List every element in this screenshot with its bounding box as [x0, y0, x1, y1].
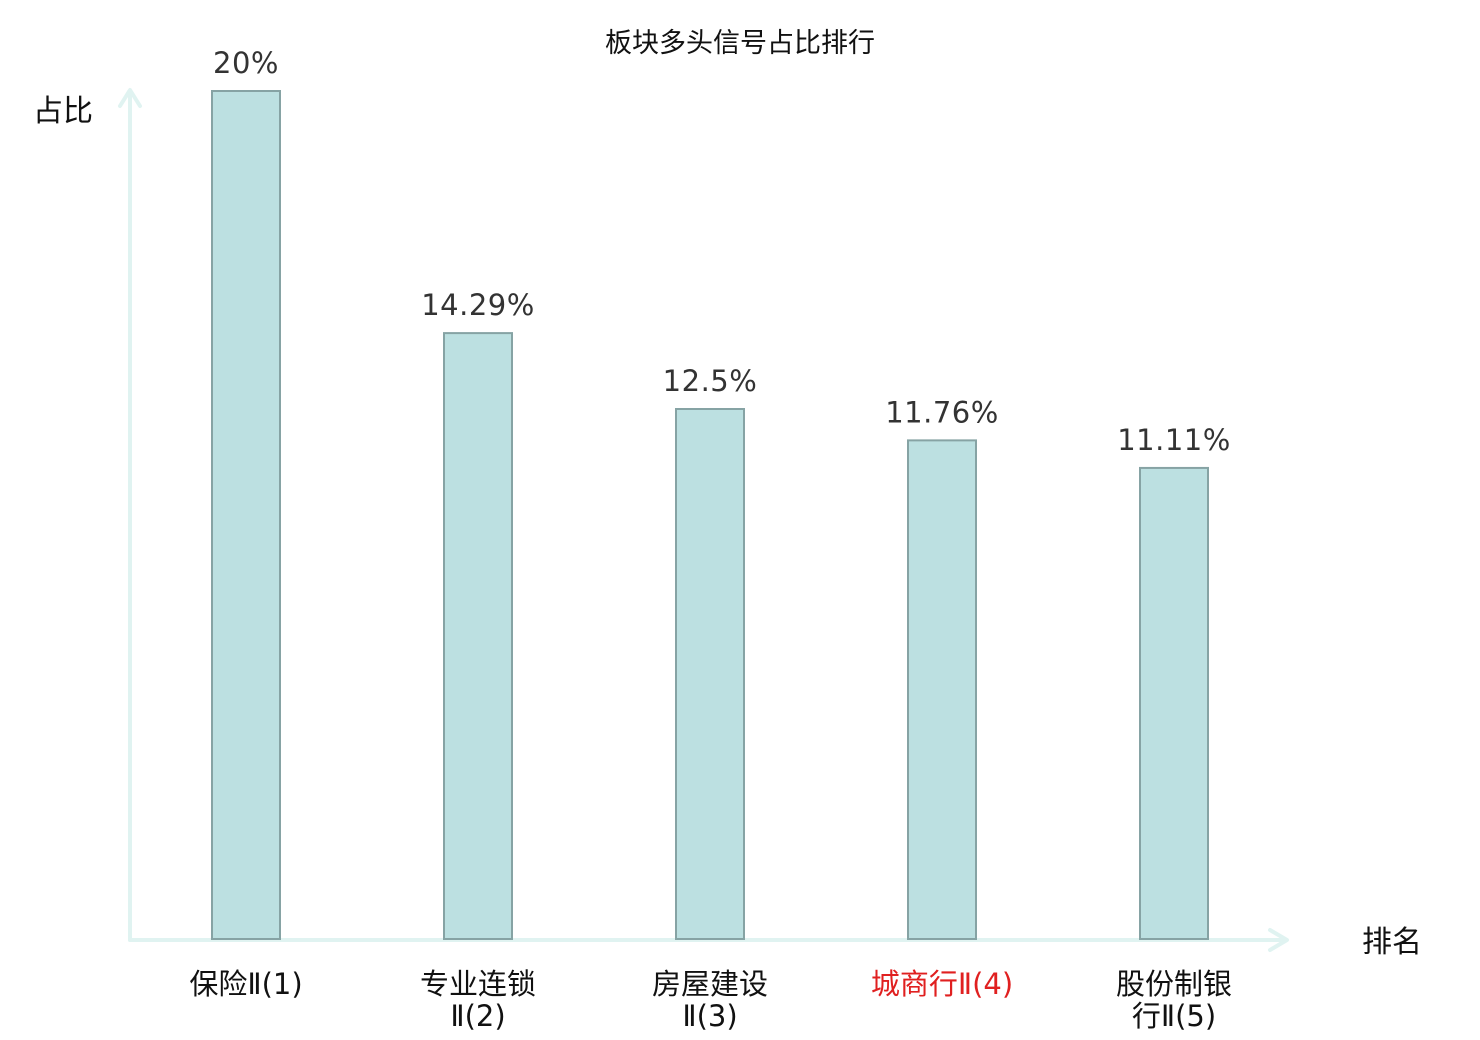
category-label-2-line-1: 专业连锁	[420, 967, 536, 1001]
value-label-5: 11.11%	[1117, 423, 1231, 457]
bar-series	[211, 90, 1209, 940]
bar-2	[443, 332, 513, 940]
value-label-2: 14.29%	[421, 288, 535, 322]
value-label-3: 12.5%	[663, 364, 758, 398]
value-label-4: 11.76%	[885, 395, 999, 429]
category-label-3-line-1: 房屋建设	[652, 967, 768, 1001]
category-label-3-line-2: Ⅱ(3)	[682, 999, 737, 1033]
category-label-1: 保险Ⅱ(1)	[189, 967, 302, 1001]
bar-5	[1139, 466, 1209, 940]
category-label-5-line-2: 行Ⅱ(5)	[1132, 999, 1216, 1033]
category-label-2-line-2: Ⅱ(2)	[450, 999, 505, 1033]
value-labels: 20% 14.29% 12.5% 11.76% 11.11%	[213, 46, 1231, 457]
y-axis-title: 占比	[33, 94, 93, 129]
category-label-5-line-1: 股份制银	[1116, 967, 1232, 1001]
bar-1	[211, 90, 281, 940]
category-label-4: 城商行Ⅱ(4)	[871, 967, 1013, 1001]
bar-3	[675, 408, 745, 940]
x-axis-title: 排名	[1362, 925, 1422, 960]
y-axis	[118, 88, 142, 942]
chart-title: 板块多头信号占比排行	[605, 28, 875, 59]
value-label-1: 20%	[213, 46, 279, 80]
bar-4	[907, 439, 977, 940]
